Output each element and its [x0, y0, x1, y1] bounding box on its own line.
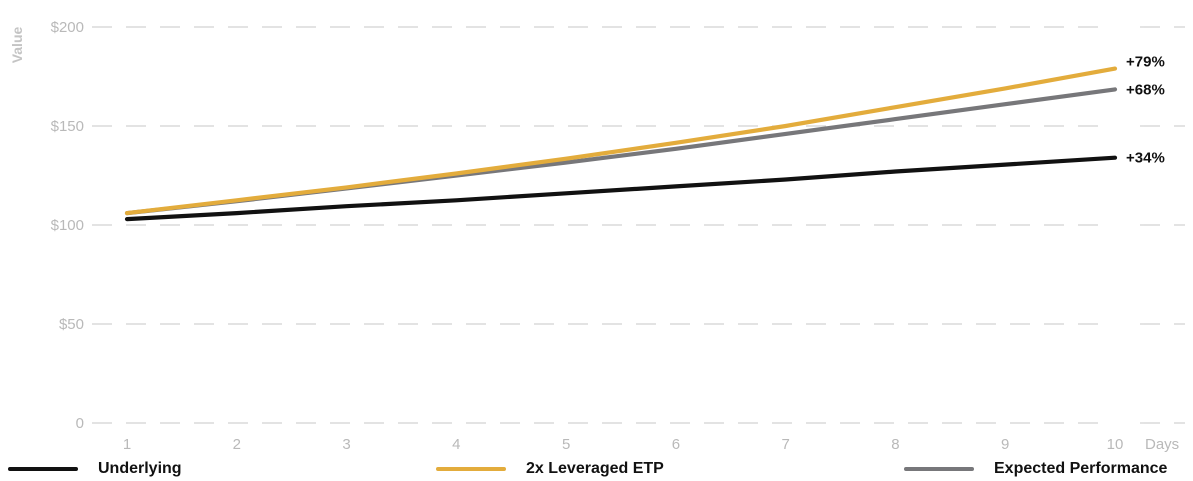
end-label: +79% [1126, 54, 1165, 71]
x-tick-label: 5 [562, 436, 570, 453]
series-line-underlying [124, 155, 1118, 222]
x-tick-label: 7 [781, 436, 789, 453]
legend-label-leveraged-etp: 2x Leveraged ETP [526, 459, 664, 477]
series-line-2x-leveraged-etp [124, 66, 1118, 216]
x-axis-unit-label: Days [1145, 436, 1179, 453]
y-axis-ticks: $200 $150 $100 $50 0 [51, 19, 84, 432]
legend-item-leveraged-etp: 2x Leveraged ETP [436, 456, 664, 481]
x-tick-label: 10 [1107, 436, 1124, 453]
end-label: +34% [1126, 150, 1165, 167]
x-axis-ticks: 1 2 3 4 5 6 7 8 9 10 [123, 436, 1124, 453]
y-tick-label: $50 [59, 316, 84, 333]
line-chart: $200$150$100$500 1 2 3 4 5 6 7 8 9 10 Value Days … [9, 19, 1185, 453]
y-tick-label: $150 [51, 118, 84, 135]
legend-item-underlying: Underlying [8, 456, 182, 481]
legend-swatch-leveraged-etp [436, 466, 506, 471]
y-axis-label: Value [9, 27, 25, 64]
x-tick-label: 8 [891, 436, 899, 453]
x-tick-label: 2 [233, 436, 241, 453]
legend-swatch-expected-performance [904, 466, 974, 471]
x-tick-label: 1 [123, 436, 131, 453]
y-tick-label: $200 [51, 19, 84, 36]
legend-label-underlying: Underlying [98, 459, 182, 477]
y-tick-label: $100 [51, 217, 84, 234]
x-tick-label: 4 [452, 436, 460, 453]
end-label: +68% [1126, 81, 1165, 98]
legend: Underlying 2x Leveraged ETP Expected Per… [0, 456, 1193, 481]
legend-item-expected-performance: Expected Performance [904, 456, 1167, 481]
series-lines [124, 66, 1118, 222]
y-tick-label: 0 [76, 415, 84, 432]
legend-label-expected-performance: Expected Performance [994, 459, 1168, 477]
end-labels: +34% +79% +68% [1126, 54, 1165, 167]
grid-lines [92, 26, 1185, 424]
x-tick-label: 9 [1001, 436, 1009, 453]
x-tick-label: 3 [342, 436, 350, 453]
legend-swatch-underlying [8, 466, 78, 471]
x-tick-label: 6 [672, 436, 680, 453]
